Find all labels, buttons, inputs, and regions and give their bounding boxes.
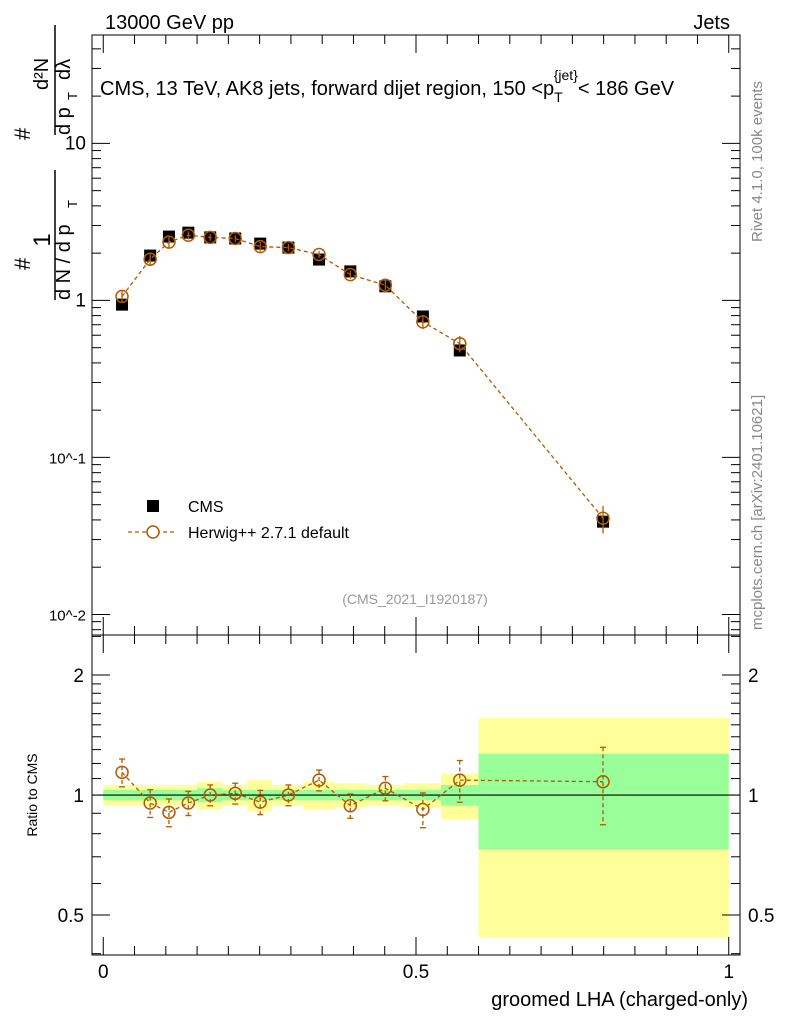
herwig-line: [121, 234, 604, 519]
herwig-data-point: [312, 247, 326, 262]
herwig-data-point: [596, 511, 610, 525]
ratio-data-point: [143, 796, 157, 810]
legend: CMS Herwig++ 2.7.1 default: [128, 499, 350, 542]
herwig-data-point: [378, 278, 393, 292]
herwig-data-point: [181, 228, 196, 242]
header-left: 13000 GeV pp: [105, 12, 234, 34]
legend-marker-herwig: [146, 525, 160, 539]
ratio-data-point: [596, 774, 610, 789]
main-panel: [91, 34, 741, 636]
svg-text:T: T: [65, 92, 80, 100]
ratio-y-tick-label-right: 2: [748, 666, 759, 687]
herwig-data-point: [253, 239, 268, 254]
legend-marker-cms: [147, 500, 159, 512]
ratio-data-point: [228, 786, 242, 801]
legend-label-herwig: Herwig++ 2.7.1 default: [188, 525, 350, 542]
ratio-data-point: [416, 802, 430, 817]
svg-text:T: T: [65, 200, 80, 208]
ratio-y-label: Ratio to CMS: [24, 753, 40, 836]
svg-text:1: 1: [29, 233, 56, 246]
ratio-data-point: [453, 773, 467, 787]
ratio-data-point: [181, 796, 196, 810]
main-frame: [91, 34, 741, 636]
herwig-data-point: [143, 252, 157, 266]
svg-text:dλ: dλ: [53, 59, 75, 80]
analysis-tag: (CMS_2021_I1920187): [342, 591, 488, 607]
svg-text:#: #: [10, 257, 35, 270]
herwig-data-point: [162, 235, 176, 249]
ratio-panel: 0 0.5 1 2 2 1 1 0.5 0.5: [58, 634, 774, 983]
herwig-data-point: [416, 315, 430, 329]
title-sup: {jet}: [554, 67, 578, 83]
herwig-data-point: [115, 289, 129, 304]
ratio-data-point: [281, 788, 296, 802]
y-tick-label: 1: [75, 290, 86, 311]
ratio-y-tick-label: 1: [73, 786, 84, 807]
ratio-y-tick-label: 0.5: [58, 906, 84, 927]
ratio-y-tick-label-right: 0.5: [748, 906, 774, 927]
title-sub: T: [554, 89, 563, 105]
cms-data-point: [313, 253, 326, 266]
herwig-data-point: [203, 230, 217, 245]
y-tick-label: 10^-1: [49, 450, 86, 467]
herwig-data-point: [453, 336, 467, 351]
title-end: < 186 GeV: [578, 78, 675, 100]
ratio-data-point: [343, 799, 358, 813]
ratio-data-point: [312, 773, 326, 787]
ratio-data-point: [203, 788, 217, 802]
chart-title: CMS, 13 TeV, AK8 jets, forward dijet reg…: [100, 67, 675, 105]
ratio-data-point: [378, 781, 393, 795]
svg-text:d N / d p: d N / d p: [53, 224, 75, 300]
header-right: Jets: [693, 12, 730, 34]
title-main: CMS, 13 TeV, AK8 jets, forward dijet reg…: [100, 78, 554, 100]
svg-text:d p: d p: [53, 107, 75, 135]
svg-text:d²N: d²N: [31, 58, 53, 90]
y-axis-label: # 1 d N / d p T # d²N d p T dλ: [10, 25, 80, 300]
ratio-line: [121, 771, 604, 814]
y-tick-label: 10^-2: [49, 607, 86, 624]
mcplots-label: mcplots.cern.ch [arXiv:2401.10621]: [749, 395, 766, 630]
ratio-data-point: [253, 795, 268, 809]
x-tick-label: 1: [723, 962, 734, 983]
svg-text:#: #: [10, 127, 35, 140]
stat-uncertainty-band: [478, 753, 729, 850]
herwig-data-point: [281, 240, 296, 255]
herwig-data-point: [228, 231, 242, 246]
x-tick-label: 0: [98, 962, 109, 983]
ratio-y-tick-label-right: 1: [748, 786, 759, 807]
rivet-label: Rivet 4.1.0, 100k events: [749, 81, 766, 242]
ratio-data-point: [162, 805, 176, 820]
herwig-data-point: [343, 267, 358, 282]
x-tick-label: 0.5: [403, 962, 429, 983]
ratio-data-point: [115, 765, 129, 780]
ratio-y-tick-label: 2: [73, 666, 84, 687]
legend-label-cms: CMS: [188, 499, 224, 516]
y-tick-label: 10: [65, 133, 86, 154]
x-axis-label: groomed LHA (charged-only): [491, 989, 748, 1011]
